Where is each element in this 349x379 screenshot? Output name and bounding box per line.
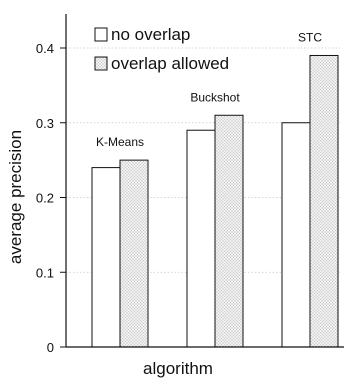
bar-overlap-allowed-stc xyxy=(309,54,339,348)
legend-label-no-overlap: no overlap xyxy=(111,25,190,44)
bar-no-overlap-buckshot xyxy=(186,129,216,348)
y-tick-label: 0.4 xyxy=(36,41,54,56)
category-label-k-means: K-Means xyxy=(96,135,144,149)
category-label-buckshot: Buckshot xyxy=(190,90,240,104)
y-tick-label: 0.1 xyxy=(36,265,54,280)
bar-no-overlap-k-means xyxy=(91,167,121,348)
y-tick-label: 0.3 xyxy=(36,116,54,131)
legend-swatch-no-overlap xyxy=(94,27,108,42)
legend: no overlap overlap allowed xyxy=(94,25,229,73)
bar-overlap-allowed-buckshot xyxy=(214,114,244,348)
y-tick-label: 0 xyxy=(47,340,54,355)
y-axis-title: average precision xyxy=(6,130,25,264)
legend-swatch-overlap-allowed xyxy=(94,56,108,71)
bar-overlap-allowed-k-means xyxy=(119,159,149,348)
labels: K-Means Buckshot STC algorithm average preci… xyxy=(6,30,322,378)
category-label-stc: STC xyxy=(298,30,322,44)
legend-label-overlap-allowed: overlap allowed xyxy=(111,54,229,73)
bar-no-overlap-stc xyxy=(281,122,311,348)
y-tick-label: 0.2 xyxy=(36,191,54,206)
x-axis-title: algorithm xyxy=(143,359,213,378)
axes: 0 0.1 0.2 0.3 0.4 xyxy=(36,14,344,355)
